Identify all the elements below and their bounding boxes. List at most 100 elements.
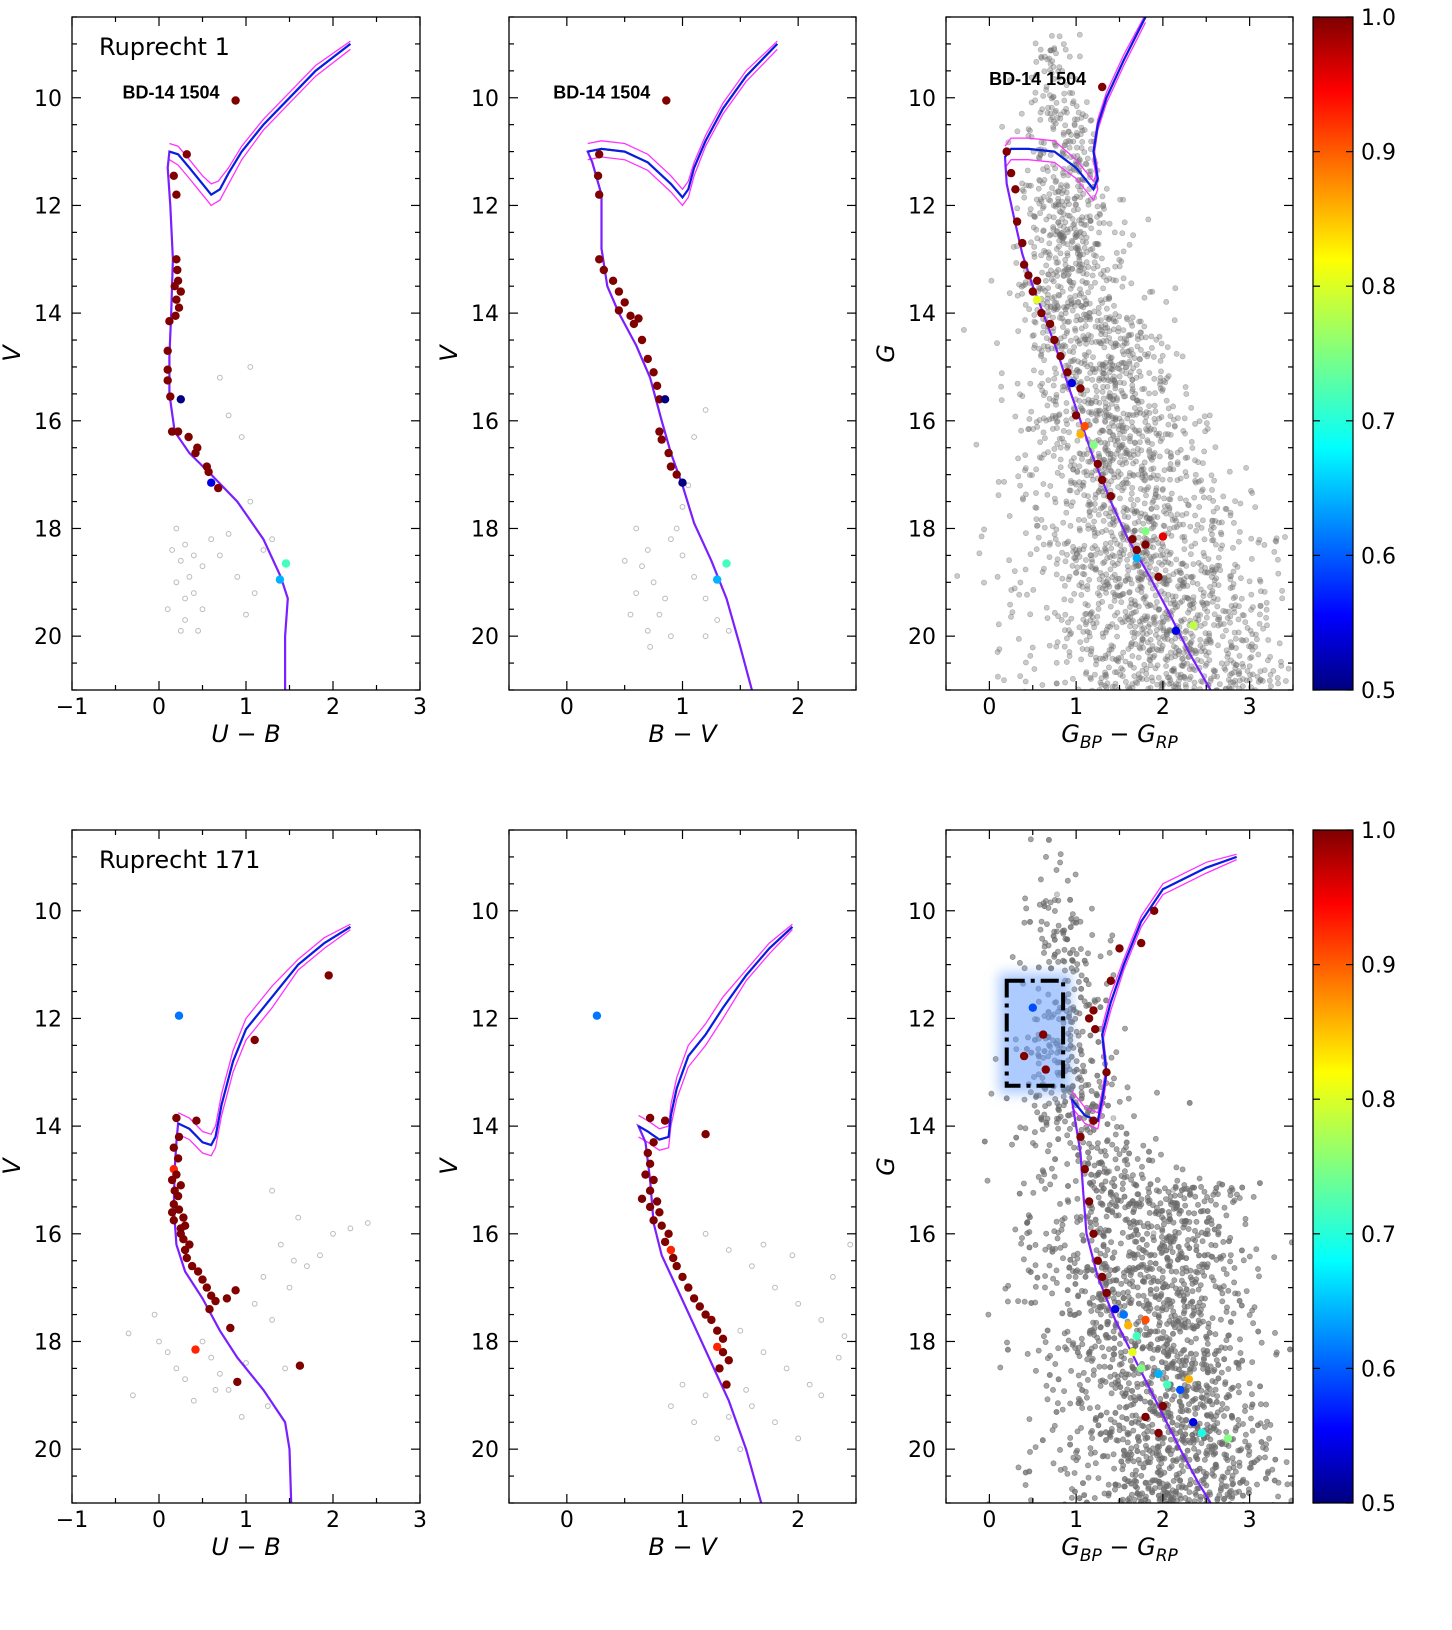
field-star	[1078, 656, 1084, 663]
field-star	[691, 574, 697, 580]
field-star	[1062, 558, 1069, 565]
field-star	[1204, 600, 1211, 607]
field-star	[1071, 225, 1078, 232]
field-star	[1027, 611, 1034, 618]
field-star	[1180, 521, 1187, 528]
field-star	[647, 644, 653, 650]
field-star	[1064, 109, 1070, 116]
field-star	[1117, 335, 1124, 342]
field-star	[1014, 128, 1021, 135]
field-star	[1035, 185, 1042, 192]
field-star	[1072, 303, 1078, 309]
member-star	[614, 306, 624, 315]
field-star	[1118, 665, 1124, 672]
field-star	[1183, 473, 1190, 480]
field-star	[1105, 581, 1112, 588]
field-star	[1063, 408, 1070, 415]
field-star	[1228, 685, 1235, 690]
field-star	[1167, 431, 1174, 438]
field-star	[1076, 31, 1083, 38]
field-star	[1297, 629, 1302, 634]
field-star	[1122, 456, 1128, 463]
field-star	[1146, 656, 1153, 663]
field-star	[1230, 595, 1237, 602]
field-star	[1093, 410, 1100, 417]
member-star	[713, 1342, 722, 1352]
field-star	[1111, 474, 1118, 481]
field-star	[1154, 662, 1161, 669]
field-star	[1201, 448, 1208, 455]
field-star	[1232, 635, 1239, 642]
field-star	[1134, 496, 1141, 503]
field-star	[1165, 405, 1172, 412]
member-star	[214, 483, 223, 493]
field-star	[1120, 275, 1127, 282]
field-star	[998, 397, 1005, 403]
field-star	[1148, 525, 1155, 532]
field-star	[1227, 509, 1234, 516]
field-star	[269, 536, 276, 543]
field-star	[286, 1284, 293, 1291]
field-star	[1174, 477, 1181, 483]
member-star	[1098, 475, 1107, 485]
field-star	[1038, 369, 1045, 376]
member-star	[204, 467, 213, 477]
field-star	[981, 579, 987, 586]
member-star	[171, 311, 180, 320]
isochrone-lower	[177, 929, 351, 1157]
field-star	[199, 563, 206, 570]
field-star	[1170, 1505, 1175, 1510]
field-star	[1059, 435, 1065, 442]
field-star	[1050, 224, 1057, 230]
field-star	[1127, 662, 1134, 669]
member-star	[1076, 384, 1085, 393]
member-star	[174, 1011, 184, 1020]
field-star	[125, 1330, 132, 1337]
member-star	[174, 1205, 184, 1214]
field-star	[1088, 283, 1094, 290]
field-star	[1191, 684, 1198, 690]
field-star	[1037, 210, 1043, 217]
field-star	[1054, 272, 1060, 279]
field-star	[1040, 429, 1047, 436]
field-star	[1106, 664, 1112, 671]
field-star	[1087, 117, 1094, 124]
member-star	[1032, 276, 1042, 285]
field-star	[1074, 437, 1081, 444]
field-star	[1105, 623, 1111, 630]
field-star	[994, 340, 1000, 346]
member-star	[707, 1315, 716, 1325]
field-star	[1091, 369, 1098, 375]
field-star	[1114, 609, 1121, 616]
field-star	[1049, 32, 1055, 39]
field-star	[1188, 404, 1195, 411]
field-star	[988, 277, 995, 284]
field-star	[1182, 384, 1189, 390]
field-star	[1077, 527, 1083, 534]
field-star	[1079, 261, 1086, 268]
member-star	[167, 1175, 177, 1185]
field-star	[1033, 516, 1040, 522]
field-star	[1176, 567, 1183, 574]
field-star	[1160, 551, 1166, 558]
x-tick-label: −1	[56, 695, 88, 720]
field-star	[1188, 551, 1194, 557]
field-star	[1122, 364, 1129, 371]
field-star	[1033, 196, 1040, 203]
field-star	[1164, 614, 1170, 621]
field-star	[1046, 55, 1053, 62]
field-star	[1121, 435, 1127, 442]
field-star	[1086, 629, 1092, 636]
field-star	[1074, 152, 1081, 159]
field-star	[1083, 557, 1089, 563]
field-star	[1188, 663, 1195, 670]
field-star	[1086, 508, 1093, 514]
field-star	[1050, 425, 1056, 432]
field-star	[1276, 640, 1283, 647]
field-star	[961, 326, 967, 333]
field-star	[1206, 630, 1212, 637]
field-star	[679, 504, 686, 510]
member-star	[172, 255, 181, 264]
field-star	[1096, 592, 1103, 599]
